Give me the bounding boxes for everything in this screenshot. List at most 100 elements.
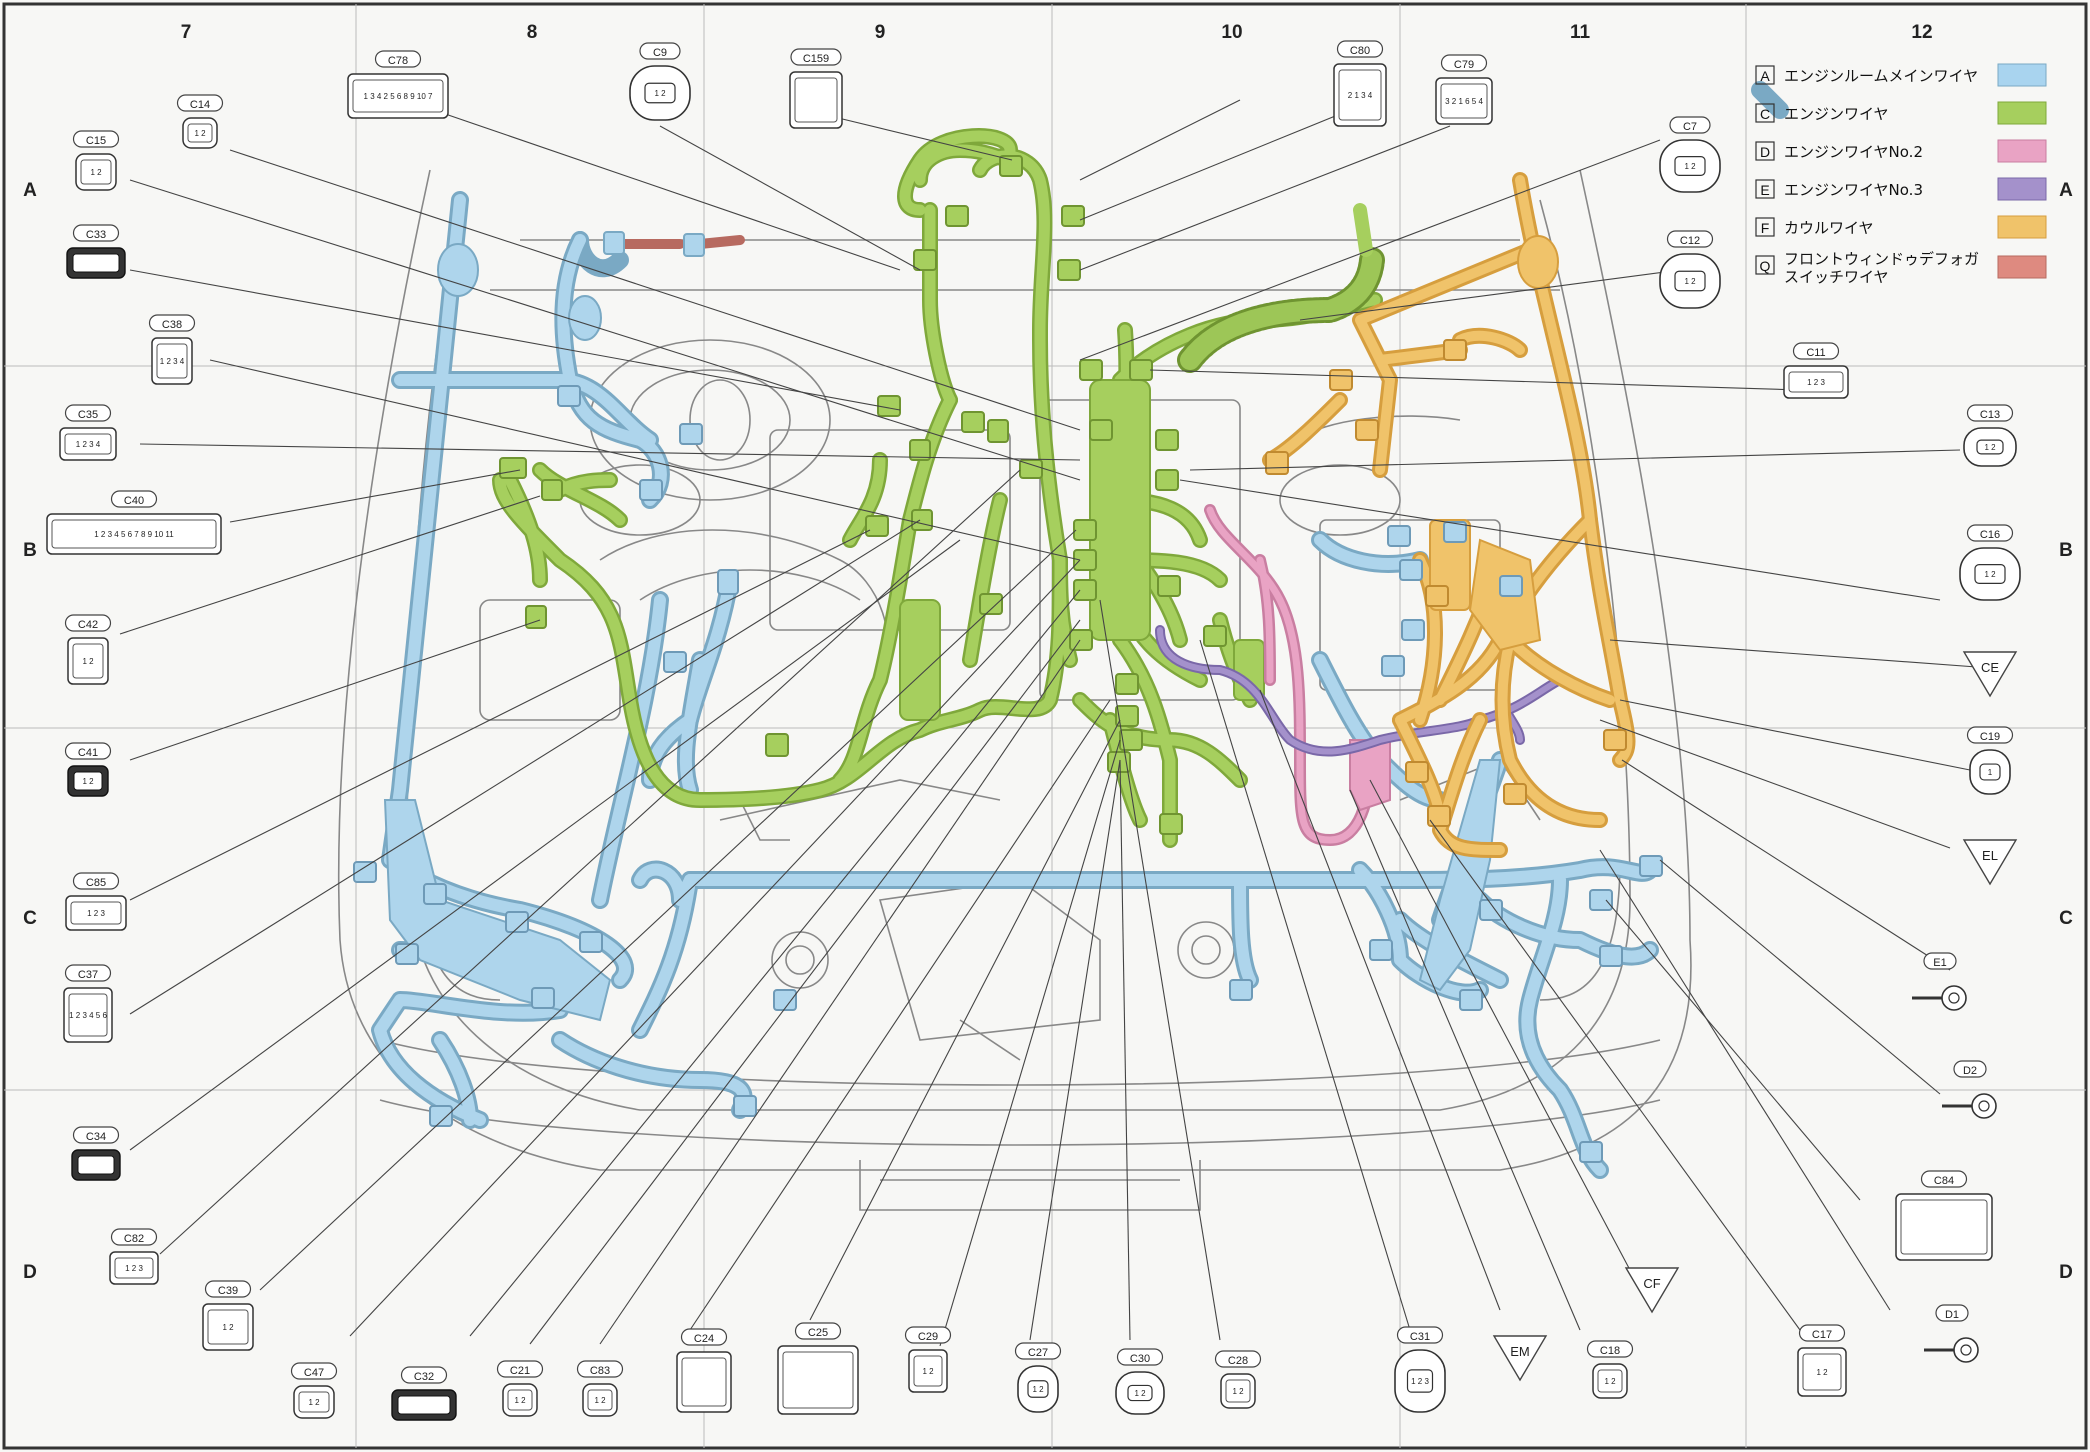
connector-pins: 1 2 [82, 777, 94, 786]
svg-text:D: D [1760, 144, 1770, 160]
connector-c82: C82 1 2 3 [109, 1228, 159, 1285]
connector-c39: C39 1 2 [202, 1280, 254, 1351]
connector-c9: C9 1 2 [629, 42, 691, 121]
row-label-c-left: C [23, 908, 37, 929]
connector-label: C79 [1454, 59, 1474, 71]
connector-tag [1920, 1170, 1968, 1188]
connector-pins: 3 2 1 6 5 4 [1445, 97, 1483, 106]
connector-tag [400, 1366, 448, 1384]
terminal-e1: E1 [1912, 952, 1967, 1011]
ground-ce: CE [1962, 651, 2018, 698]
harness-connectors [353, 155, 1663, 1163]
row-label-a-left: A [23, 180, 37, 201]
connector-pins: 1 2 [1816, 1368, 1828, 1377]
connector-tag [1966, 524, 2014, 542]
connector-tag [72, 872, 120, 890]
connector-pins: 1 2 [654, 89, 666, 98]
harness-a-plate-right [1418, 759, 1502, 992]
connector-tag [1966, 726, 2014, 744]
column-label-9: 9 [875, 22, 886, 43]
connector-label: C39 [218, 1285, 238, 1297]
connector-label: C31 [1410, 1331, 1430, 1343]
connector-pins: 1 2 3 [1411, 1377, 1429, 1386]
terminal-label: D2 [1963, 1065, 1977, 1077]
legend-label-d: エンジンワイヤNo.2 [1784, 143, 1923, 161]
connector-pins: 1 2 3 4 5 6 [69, 1011, 107, 1020]
connector-pins: 1 2 [514, 1396, 526, 1405]
connector-tag [1669, 116, 1711, 134]
connector-tag [72, 1126, 120, 1144]
column-label-7: 7 [181, 22, 192, 43]
connector-tag [110, 1228, 158, 1246]
svg-text:E: E [1760, 182, 1769, 198]
connector-label: C37 [78, 969, 98, 981]
connector-label: C7 [1683, 121, 1697, 133]
connector-label: C38 [162, 319, 182, 331]
legend-label-a: エンジンルームメインワイヤ [1784, 67, 1978, 85]
connector-tag [794, 1322, 842, 1340]
ground-el: EL [1962, 839, 2018, 886]
connector-label: C9 [653, 47, 667, 59]
connector-tag [576, 1360, 624, 1378]
connector-tag [64, 404, 112, 422]
connector-c80: C80 2 1 3 4 [1333, 40, 1387, 127]
connector-pins: 1 2 [1032, 1385, 1044, 1394]
terminal-d1: D1 [1924, 1304, 1979, 1363]
row-label-d-right: D [2059, 1262, 2073, 1283]
connector-tag [72, 130, 120, 148]
legend-item-d: D エンジンワイヤNo.2 [1755, 139, 2047, 163]
connector-tag [680, 1328, 728, 1346]
harness-a-grommet-2 [568, 295, 602, 341]
ground-em: EM [1492, 1335, 1548, 1382]
legend-item-q: Q フロントウィンドゥデフォガ スイッチワイヤ [1755, 250, 2047, 286]
connector-tag [1214, 1350, 1262, 1368]
connector-label: C32 [414, 1371, 434, 1383]
connector-c13: C13 1 2 [1963, 404, 2017, 467]
connector-pins: 1 2 3 4 5 6 7 8 9 10 11 [94, 530, 174, 539]
connector-tag [639, 42, 681, 60]
connector-layer: C78 1 3 4 2 5 6 8 9 10 7 C9 1 2 C159 C80 2 1 3… [46, 40, 2021, 1421]
connector-label: C11 [1806, 347, 1825, 359]
connector-tag [904, 1326, 952, 1344]
row-label-c-right: C [2059, 908, 2073, 929]
terminal-d2: D2 [1942, 1060, 1997, 1119]
connector-tag [1396, 1326, 1444, 1344]
connector-c24: C24 [676, 1328, 732, 1413]
connector-label: C35 [78, 409, 98, 421]
connector-tag [1966, 404, 2014, 422]
connector-c31: C31 1 2 3 [1394, 1326, 1446, 1413]
connector-tag [1014, 1342, 1062, 1360]
connector-pins: 1 2 [308, 1398, 320, 1407]
svg-text:Q: Q [1760, 258, 1771, 274]
legend: A エンジンルームメインワイヤ C エンジンワイヤ D エンジンワイヤNo.2 … [1755, 63, 2047, 286]
connector-pins: 1 2 [1684, 277, 1696, 286]
connector-c84: C84 [1895, 1170, 1993, 1261]
connector-label: C83 [590, 1365, 610, 1377]
connector-pins: 1 2 [594, 1396, 606, 1405]
connector-c29: C29 1 2 [904, 1326, 952, 1393]
connector-label: C19 [1980, 731, 2000, 743]
engine-bay-outline [337, 169, 1692, 1211]
connector-c32: C32 [391, 1366, 457, 1421]
legend-item-e: E エンジンワイヤNo.3 [1755, 177, 2047, 201]
column-label-12: 12 [1911, 22, 1932, 43]
connector-c27: C27 1 2 [1014, 1342, 1062, 1413]
connector-c79: C79 3 2 1 6 5 4 [1435, 54, 1493, 125]
connector-pins: 1 2 [1604, 1377, 1616, 1386]
connector-label: C41 [78, 747, 98, 759]
connector-c17: C17 1 2 [1797, 1324, 1847, 1397]
connector-c42: C42 1 2 [64, 614, 112, 685]
leader-lines [119, 99, 1991, 1347]
connector-c78: C78 1 3 4 2 5 6 8 9 10 7 [347, 50, 449, 119]
connector-label: C40 [124, 495, 144, 507]
connector-label: C17 [1812, 1329, 1832, 1341]
connector-label: C78 [388, 55, 408, 67]
connector-c28: C28 1 2 [1214, 1350, 1262, 1409]
harness-a-plate-left [383, 799, 612, 1022]
connector-c35: C35 1 2 3 4 [59, 404, 117, 461]
connector-pins: 1 2 [1134, 1389, 1146, 1398]
connector-c83: C83 1 2 [576, 1360, 624, 1417]
connector-label: C84 [1934, 1175, 1954, 1187]
row-label-b-right: B [2059, 540, 2073, 561]
